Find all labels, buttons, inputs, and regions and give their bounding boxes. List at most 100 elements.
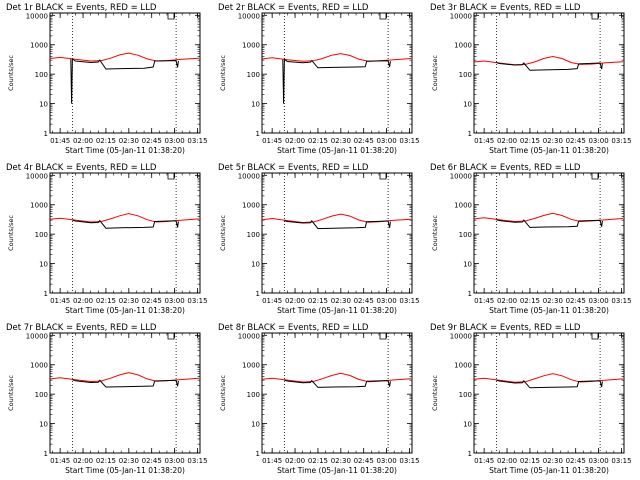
plot-frame [49, 172, 201, 294]
y-tick-label: 1000 [242, 362, 260, 370]
series-group [474, 212, 624, 228]
x-tick-label: 02:30 [331, 457, 351, 465]
x-tick-label: 01:45 [262, 297, 282, 305]
y-tick-label: 10000 [238, 172, 260, 180]
x-tick-label: 03:15 [611, 457, 631, 465]
y-tick-label: 10000 [26, 12, 48, 20]
plot-top-marker [379, 333, 387, 340]
detector-panel: 1 10 100 1000 10000 01:45 02:00 02:15 02:30 02:45… [6, 323, 208, 475]
plot-top-marker [167, 13, 175, 20]
detector-panel: 1 10 100 1000 10000 01:45 02:00 02:15 02:30 02:45… [430, 163, 632, 315]
x-tick-label: 02:15 [308, 297, 328, 305]
y-axis-label: Counts/sec [7, 55, 15, 91]
lld-series-line [474, 373, 624, 383]
y-axis-label: Counts/sec [7, 215, 15, 251]
y-tick-label: 1 [468, 130, 472, 138]
x-tick-label: 02:30 [331, 297, 351, 305]
series-group [50, 213, 200, 229]
x-tick-label: 02:45 [566, 137, 586, 145]
y-tick-label: 1000 [454, 362, 472, 370]
y-axis-label: Counts/sec [7, 375, 15, 411]
events-series-line [72, 379, 179, 388]
x-tick-label: 02:15 [308, 137, 328, 145]
x-tick-label: 01:45 [50, 457, 70, 465]
y-tick-label: 100 [459, 391, 472, 399]
y-tick-label: 10000 [450, 172, 472, 180]
y-tick-label: 1 [468, 290, 472, 298]
x-tick-label: 03:15 [187, 457, 207, 465]
y-axis-label: Counts/sec [431, 375, 439, 411]
y-tick-label: 100 [35, 231, 48, 239]
y-tick-label: 1000 [30, 202, 48, 210]
x-tick-label: 01:45 [262, 457, 282, 465]
x-tick-label: 02:45 [354, 137, 374, 145]
x-tick-label: 01:45 [262, 137, 282, 145]
series-group [50, 372, 200, 388]
x-tick-label: 01:45 [474, 297, 494, 305]
events-series-line [496, 62, 603, 71]
y-tick-label: 1000 [454, 202, 472, 210]
y-tick-label: 1000 [30, 362, 48, 370]
x-tick-label: 02:15 [308, 457, 328, 465]
y-tick-label: 1 [44, 290, 48, 298]
events-series-line [496, 219, 603, 228]
x-tick-label: 02:45 [354, 457, 374, 465]
plot-top-marker [591, 13, 599, 20]
lld-series-line [50, 213, 200, 223]
x-axis-label: Start Time (05-Jan-11 01:38:20) [489, 146, 609, 155]
detector-panel: 1 10 100 1000 10000 01:45 02:00 02:15 02:30 02:45… [6, 3, 208, 155]
series-group [474, 55, 624, 71]
plot-title: Det 6r BLACK = Events, RED = LLD [430, 163, 581, 173]
x-tick-label: 03:15 [399, 457, 419, 465]
events-series-line [284, 379, 391, 388]
y-tick-label: 10 [39, 261, 48, 269]
plot-frame [261, 332, 413, 454]
plot-frame [49, 12, 201, 134]
x-tick-label: 02:30 [543, 297, 563, 305]
x-tick-label: 02:45 [142, 137, 162, 145]
x-tick-label: 03:00 [164, 297, 184, 305]
y-tick-label: 1 [256, 450, 260, 458]
y-tick-label: 100 [35, 71, 48, 79]
plot-frame [473, 332, 625, 454]
y-tick-label: 1 [256, 130, 260, 138]
x-tick-label: 02:00 [497, 297, 517, 305]
x-tick-label: 01:45 [50, 137, 70, 145]
y-tick-label: 10 [463, 261, 472, 269]
x-tick-label: 03:15 [399, 297, 419, 305]
y-axis-label: Counts/sec [219, 375, 227, 411]
series-group [262, 213, 412, 230]
y-tick-label: 10 [463, 421, 472, 429]
x-tick-label: 03:00 [164, 137, 184, 145]
series-group [474, 373, 624, 389]
plot-top-marker [591, 173, 599, 180]
plot-title: Det 8r BLACK = Events, RED = LLD [218, 323, 369, 333]
y-axis-label: Counts/sec [431, 55, 439, 91]
x-tick-label: 03:15 [399, 137, 419, 145]
x-tick-label: 02:00 [73, 457, 93, 465]
detector-panel: 1 10 100 1000 10000 01:45 02:00 02:15 02:30 02:45… [218, 323, 420, 475]
x-tick-label: 02:30 [119, 457, 139, 465]
y-tick-label: 10 [251, 101, 260, 109]
x-axis-label: Start Time (05-Jan-11 01:38:20) [489, 306, 609, 315]
events-series-line [72, 219, 179, 229]
x-axis-label: Start Time (05-Jan-11 01:38:20) [277, 306, 397, 315]
plot-top-marker [167, 333, 175, 340]
x-tick-label: 02:45 [566, 297, 586, 305]
x-tick-label: 03:00 [588, 297, 608, 305]
y-tick-label: 10 [39, 101, 48, 109]
x-axis-label: Start Time (05-Jan-11 01:38:20) [65, 306, 185, 315]
y-tick-label: 10000 [26, 172, 48, 180]
plot-title: Det 5r BLACK = Events, RED = LLD [218, 163, 369, 173]
x-tick-label: 03:15 [187, 297, 207, 305]
x-tick-label: 02:15 [520, 297, 540, 305]
x-tick-label: 03:00 [376, 457, 396, 465]
detector-panel: 1 10 100 1000 10000 01:45 02:00 02:15 02:30 02:45… [6, 163, 208, 315]
x-axis-label: Start Time (05-Jan-11 01:38:20) [65, 146, 185, 155]
x-axis-label: Start Time (05-Jan-11 01:38:20) [65, 466, 185, 475]
x-tick-label: 03:00 [588, 137, 608, 145]
detector-panel: 1 10 100 1000 10000 01:45 02:00 02:15 02:30 02:45… [218, 163, 420, 315]
y-tick-label: 1000 [30, 42, 48, 50]
x-axis-label: Start Time (05-Jan-11 01:38:20) [277, 466, 397, 475]
